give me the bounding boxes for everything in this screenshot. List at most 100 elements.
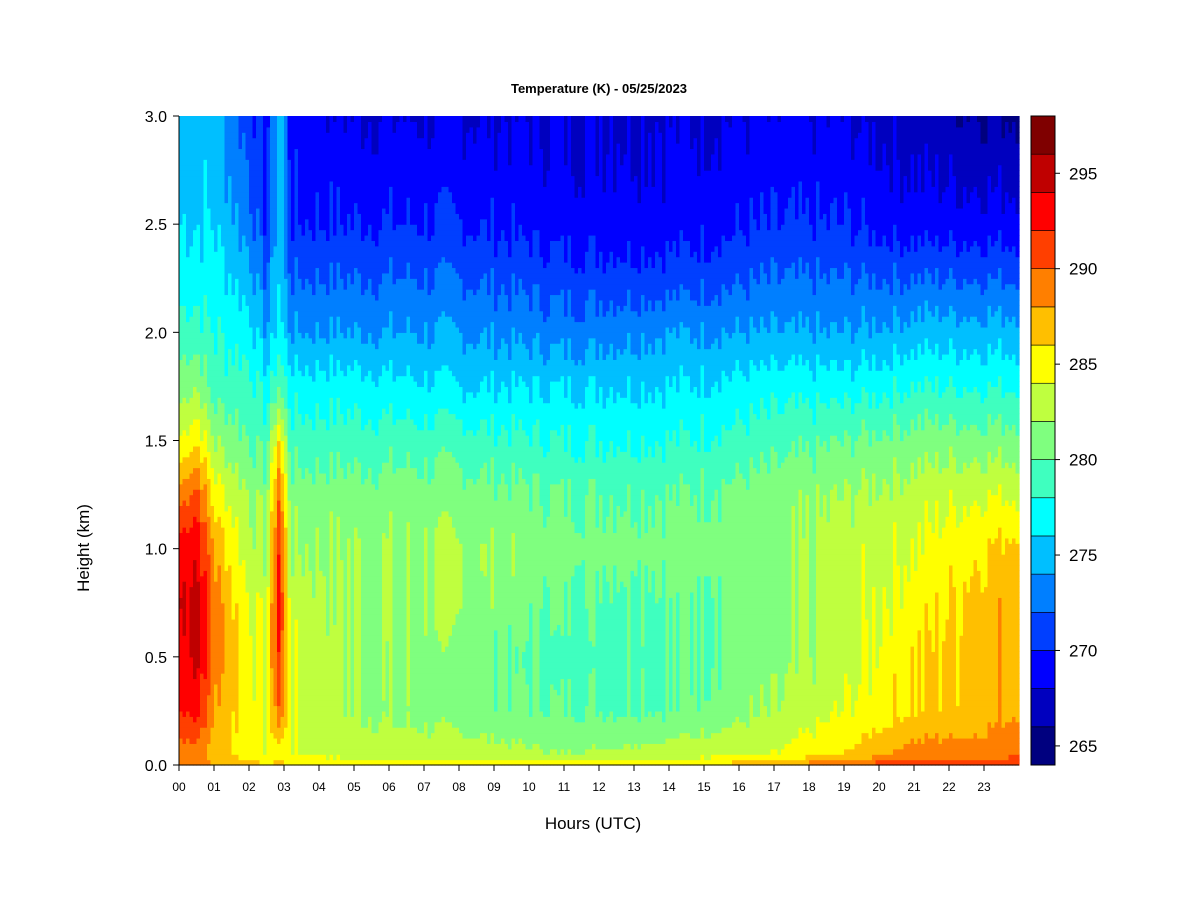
heatmap-cell [239, 300, 243, 306]
heatmap-cell [239, 500, 243, 506]
heatmap-cell [200, 403, 204, 409]
heatmap-cell [291, 619, 295, 625]
heatmap-cell [260, 284, 264, 290]
heatmap-cell [186, 208, 190, 214]
heatmap-cell [316, 332, 320, 338]
heatmap-cell [193, 603, 197, 609]
heatmap-cell [284, 754, 288, 760]
heatmap-cell [221, 354, 225, 360]
heatmap-cell [186, 614, 190, 620]
heatmap-cell [291, 359, 295, 365]
heatmap-cell [246, 522, 250, 528]
heatmap-cell [312, 316, 316, 322]
heatmap-cell [246, 224, 250, 230]
heatmap-cell [207, 257, 211, 263]
heatmap-cell [235, 570, 239, 576]
heatmap-cell [242, 170, 246, 176]
heatmap-cell [232, 706, 236, 712]
heatmap-cell [232, 673, 236, 679]
heatmap-cell [207, 246, 211, 252]
heatmap-cell [228, 273, 232, 279]
heatmap-cell [312, 587, 316, 593]
heatmap-cell [295, 386, 299, 392]
heatmap-cell [312, 424, 316, 430]
heatmap-cell [270, 646, 274, 652]
heatmap-cell [204, 332, 208, 338]
heatmap-cell [267, 532, 271, 538]
heatmap-cell [256, 381, 260, 387]
heatmap-cell [186, 267, 190, 273]
heatmap-cell [235, 608, 239, 614]
heatmap-cell [225, 235, 229, 241]
heatmap-cell [193, 392, 197, 398]
heatmap-cell [190, 565, 194, 571]
heatmap-cell [260, 403, 264, 409]
heatmap-cell [309, 284, 313, 290]
heatmap-cell [186, 603, 190, 609]
heatmap-cell [260, 332, 264, 338]
heatmap-cell [197, 495, 201, 501]
heatmap-cell [305, 711, 309, 717]
heatmap-cell [242, 597, 246, 603]
heatmap-cell [214, 538, 218, 544]
heatmap-cell [239, 138, 243, 144]
heatmap-cell [179, 522, 183, 528]
heatmap-cell [260, 641, 264, 647]
heatmap-cell [249, 230, 253, 236]
heatmap-cell [183, 435, 187, 441]
heatmap-cell [270, 662, 274, 668]
heatmap-cell [298, 570, 302, 576]
heatmap-cell [179, 300, 183, 306]
heatmap-cell [291, 322, 295, 328]
heatmap-cell [253, 446, 257, 452]
heatmap-cell [197, 614, 201, 620]
heatmap-cell [207, 213, 211, 219]
heatmap-cell [295, 678, 299, 684]
heatmap-cell [316, 208, 320, 214]
heatmap-cell [214, 240, 218, 246]
heatmap-cell [218, 570, 222, 576]
heatmap-cell [239, 186, 243, 192]
heatmap-cell [309, 349, 313, 355]
heatmap-cell [291, 170, 295, 176]
heatmap-cell [183, 121, 187, 127]
heatmap-cell [263, 354, 267, 360]
heatmap-cell [316, 689, 320, 695]
heatmap-cell [277, 733, 281, 739]
heatmap-cell [288, 500, 292, 506]
heatmap-cell [316, 738, 320, 744]
heatmap-cell [253, 684, 257, 690]
heatmap-cell [186, 392, 190, 398]
heatmap-cell [260, 224, 264, 230]
heatmap-cell [281, 689, 285, 695]
heatmap-cell [193, 413, 197, 419]
heatmap-cell [228, 419, 232, 425]
heatmap-cell [190, 224, 194, 230]
heatmap-cell [260, 322, 264, 328]
heatmap-cell [284, 559, 288, 565]
heatmap-cell [221, 554, 225, 560]
heatmap-cell [232, 614, 236, 620]
heatmap-cell [242, 175, 246, 181]
heatmap-cell [312, 451, 316, 457]
heatmap-cell [242, 738, 246, 744]
heatmap-cell [249, 576, 253, 582]
heatmap-cell [197, 354, 201, 360]
heatmap-cell [200, 316, 204, 322]
heatmap-cell [204, 549, 208, 555]
heatmap-cell [263, 262, 267, 268]
heatmap-cell [291, 441, 295, 447]
heatmap-cell [232, 597, 236, 603]
heatmap-cell [291, 181, 295, 187]
heatmap-cell [323, 543, 327, 549]
heatmap-cell [221, 716, 225, 722]
heatmap-cell [316, 446, 320, 452]
heatmap-cell [211, 338, 215, 344]
heatmap-cell [225, 327, 229, 333]
heatmap-cell [274, 403, 278, 409]
heatmap-cell [204, 311, 208, 317]
heatmap-cell [295, 419, 299, 425]
heatmap-cell [225, 203, 229, 209]
heatmap-cell [277, 213, 281, 219]
heatmap-cell [316, 684, 320, 690]
